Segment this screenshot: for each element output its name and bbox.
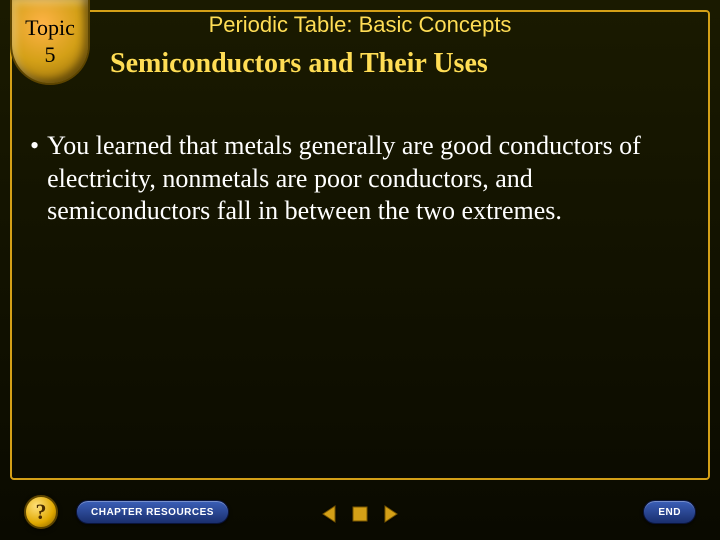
end-button[interactable]: END bbox=[643, 500, 696, 524]
bullet-text: You learned that metals generally are go… bbox=[47, 130, 690, 228]
help-button[interactable]: ? bbox=[24, 495, 58, 529]
topic-label-number: 5 bbox=[45, 42, 56, 68]
slide-border bbox=[10, 10, 710, 480]
stop-button[interactable] bbox=[348, 502, 372, 526]
triangle-left-icon bbox=[320, 504, 340, 524]
end-label: END bbox=[658, 507, 681, 518]
help-icon: ? bbox=[36, 499, 47, 525]
content-area: • You learned that metals generally are … bbox=[30, 130, 690, 228]
square-icon bbox=[350, 504, 370, 524]
nav-controls bbox=[318, 502, 402, 526]
subtitle: Semiconductors and Their Uses bbox=[110, 48, 488, 80]
bullet-dot: • bbox=[30, 130, 39, 228]
bullet-item: • You learned that metals generally are … bbox=[30, 130, 690, 228]
chapter-resources-button[interactable]: CHAPTER RESOURCES bbox=[76, 500, 229, 524]
next-button[interactable] bbox=[378, 502, 402, 526]
triangle-right-icon bbox=[380, 504, 400, 524]
page-title: Periodic Table: Basic Concepts bbox=[0, 12, 720, 38]
prev-button[interactable] bbox=[318, 502, 342, 526]
chapter-resources-label: CHAPTER RESOURCES bbox=[91, 507, 214, 518]
